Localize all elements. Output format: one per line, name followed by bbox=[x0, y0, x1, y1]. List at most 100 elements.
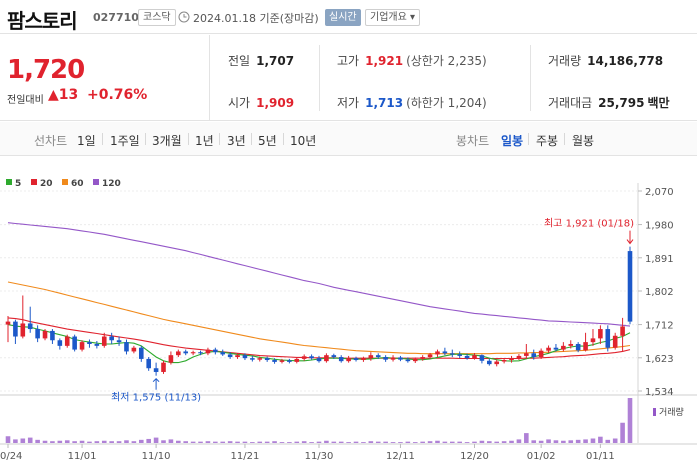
volume-bar bbox=[309, 442, 314, 443]
current-price-panel: 1,720 전일대비 ▲13 +0.76% bbox=[0, 35, 210, 121]
volume-bar bbox=[479, 440, 485, 443]
candle-weekly[interactable]: 주봉 bbox=[536, 134, 559, 148]
period-1w[interactable]: 1주일 bbox=[110, 134, 140, 148]
company-info-dropdown[interactable]: 기업개요 ▾ bbox=[365, 9, 420, 26]
realtime-button[interactable]: 실시간 bbox=[325, 9, 361, 26]
volume-bar bbox=[168, 439, 174, 443]
high-price: 고가 1,921 (상한가 2,235) bbox=[337, 52, 487, 69]
volume-bar bbox=[87, 441, 92, 443]
period-10y[interactable]: 10년 bbox=[290, 134, 317, 148]
candle-body bbox=[235, 355, 240, 358]
upper-limit: (상한가 2,235) bbox=[406, 54, 487, 68]
stock-chart[interactable]: 5 20 60 120 2,070 1,980 1,891 1,802 1,712 1,623 1… bbox=[0, 157, 697, 467]
volume-bar bbox=[435, 440, 440, 443]
x-tick-label: 11/21 bbox=[231, 451, 260, 462]
stock-header: 팜스토리 027710 코스닥 2024.01.18 기준(장마감) 실시간 기… bbox=[0, 0, 697, 34]
candle-monthly[interactable]: 월봉 bbox=[572, 134, 595, 148]
volume-bar bbox=[405, 441, 411, 443]
candle-body bbox=[87, 342, 92, 344]
volume-bar bbox=[524, 433, 529, 443]
x-tick-label: 01/02 bbox=[527, 451, 556, 462]
lower-limit: (하한가 1,204) bbox=[406, 96, 487, 110]
candle-body bbox=[361, 358, 366, 361]
volume-bar bbox=[101, 440, 107, 443]
volume-bar bbox=[620, 422, 625, 443]
period-5y[interactable]: 5년 bbox=[258, 134, 277, 148]
candle-body bbox=[5, 321, 11, 325]
low-label: 저가 bbox=[337, 96, 360, 110]
legend-swatch-60 bbox=[62, 179, 68, 185]
candle-daily[interactable]: 일봉 bbox=[501, 134, 524, 148]
candle-body bbox=[257, 358, 263, 360]
candle-body bbox=[546, 347, 551, 351]
divider bbox=[528, 133, 529, 145]
amount-label: 거래대금 bbox=[548, 96, 593, 110]
candle-body bbox=[353, 358, 359, 361]
y-tick-label: 2,070 bbox=[645, 187, 674, 198]
volume-bar bbox=[20, 438, 26, 443]
current-price: 1,720 bbox=[7, 55, 85, 85]
candle-body bbox=[287, 360, 292, 362]
prev-close-label: 전일 bbox=[228, 54, 251, 68]
candle-body bbox=[264, 358, 270, 361]
candle-body bbox=[272, 360, 277, 362]
volume-bar bbox=[553, 440, 559, 443]
x-tick-label: 11/01 bbox=[68, 451, 97, 462]
volume-bar bbox=[124, 440, 129, 443]
legend-label-20: 20 bbox=[40, 179, 53, 189]
volume-bar bbox=[346, 442, 351, 443]
volume-bar bbox=[131, 441, 137, 443]
ma-line-60 bbox=[7, 281, 631, 355]
volume-bar bbox=[138, 439, 144, 443]
candle-body bbox=[612, 335, 618, 348]
volume-bar bbox=[116, 441, 122, 443]
candle-body bbox=[331, 355, 337, 358]
volume-bar bbox=[627, 398, 633, 443]
x-tick-label: 11/10 bbox=[142, 451, 171, 462]
candle-body bbox=[198, 352, 203, 354]
legend-swatch-5 bbox=[6, 179, 12, 185]
volume-bar bbox=[94, 441, 100, 443]
volume-bar bbox=[361, 442, 366, 443]
candle-body bbox=[205, 349, 211, 354]
volume-bar bbox=[213, 441, 218, 443]
low-price: 저가 1,713 (하한가 1,204) bbox=[337, 94, 487, 111]
candle-body bbox=[101, 336, 107, 346]
candle-body bbox=[375, 355, 381, 358]
candle-body bbox=[324, 355, 329, 362]
candle-body bbox=[420, 357, 425, 359]
candle-body bbox=[620, 326, 625, 336]
x-tick-label: 12/20 bbox=[460, 451, 489, 462]
candle-body bbox=[487, 360, 492, 365]
volume-bar bbox=[353, 441, 359, 443]
candle-body bbox=[161, 362, 166, 372]
volume-bar bbox=[257, 441, 263, 443]
volume-bar bbox=[605, 439, 611, 443]
volume-bar bbox=[13, 439, 18, 443]
candle-body bbox=[472, 355, 477, 359]
candle-body bbox=[553, 347, 559, 350]
volume-bar bbox=[449, 441, 455, 443]
low-value: 1,713 bbox=[365, 96, 404, 110]
candle-body bbox=[531, 353, 537, 358]
candlestick-chart[interactable]: 5 20 60 120 2,070 1,980 1,891 1,802 1,712 1,623 1… bbox=[0, 157, 697, 467]
y-tick-label: 1,534 bbox=[645, 387, 674, 398]
period-3m[interactable]: 3개월 bbox=[152, 134, 182, 148]
candle-body bbox=[309, 356, 314, 359]
clock-icon bbox=[178, 11, 190, 23]
volume-bar bbox=[294, 441, 300, 443]
volume-bar bbox=[57, 440, 63, 443]
period-1y[interactable]: 1년 bbox=[195, 134, 214, 148]
volume-bar bbox=[5, 436, 11, 443]
candle-body bbox=[627, 251, 633, 322]
amount-value: 25,795 bbox=[598, 96, 645, 110]
candle-body bbox=[605, 329, 611, 348]
period-3y[interactable]: 3년 bbox=[227, 134, 246, 148]
candles bbox=[5, 246, 633, 376]
candle-body bbox=[427, 354, 433, 358]
candle-body bbox=[412, 358, 418, 362]
candle-body bbox=[435, 351, 440, 355]
volume-bar bbox=[331, 441, 337, 443]
candle-body bbox=[598, 329, 603, 339]
period-1d[interactable]: 1일 bbox=[77, 134, 96, 148]
